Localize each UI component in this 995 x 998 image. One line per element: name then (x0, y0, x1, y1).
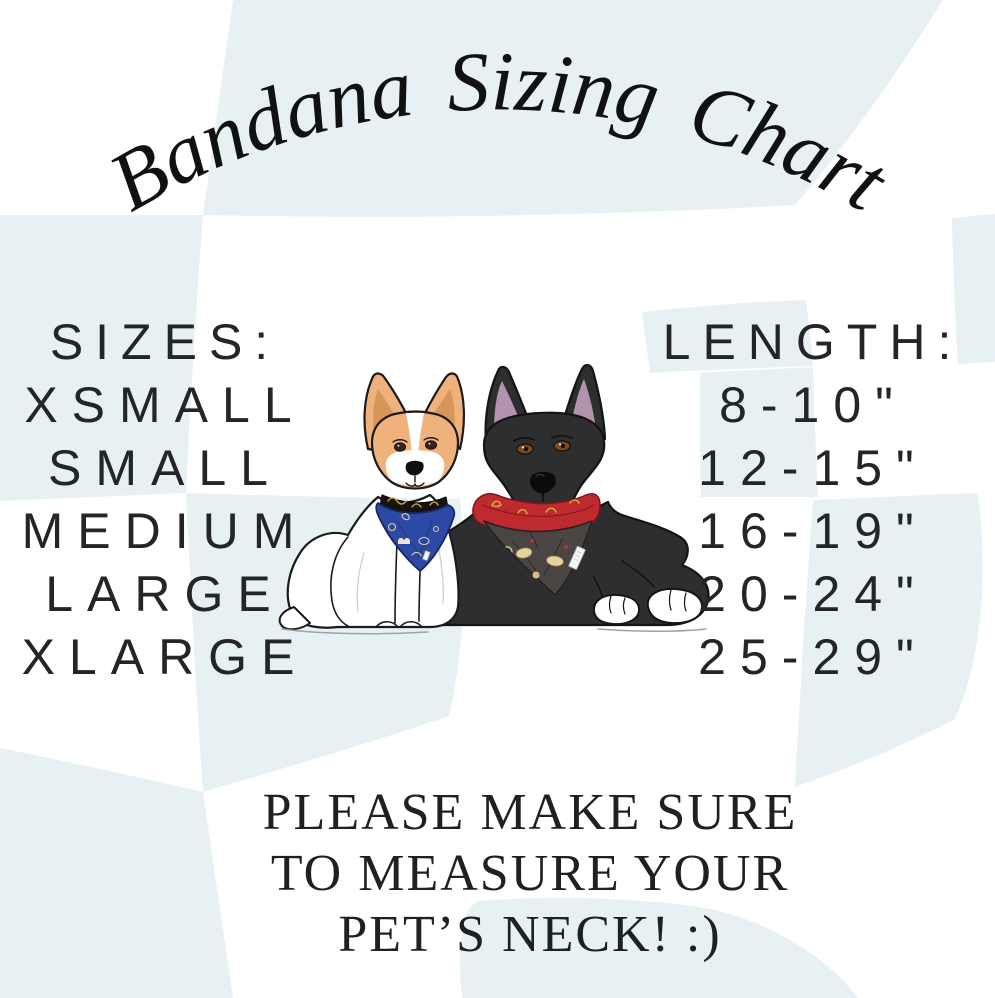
measure-note: PLEASE MAKE SURE TO MEASURE YOUR PET’S N… (180, 782, 880, 965)
size-label: LARGE (45, 566, 285, 622)
blue-bandana (375, 502, 456, 572)
ground-line (281, 628, 707, 635)
red-bandana (472, 493, 601, 596)
measure-note-line: PET’S NECK! :) (338, 906, 722, 963)
length-column: LENGTH: 8-10" 12-15" 16-19" 20-24" 25-29… (628, 311, 995, 689)
title-arc: Bandana Sizing Chart (95, 35, 904, 230)
length-value: 16-19" (698, 503, 928, 559)
length-value: 8-10" (719, 377, 907, 433)
sizes-header: SIZES: (49, 314, 281, 370)
dogs-illustration (278, 364, 710, 635)
size-label: SMALL (48, 440, 282, 496)
sizes-column: SIZES: XSMALL SMALL MEDIUM LARGE XLARGE (0, 311, 330, 689)
length-value: 20-24" (698, 566, 928, 622)
size-label: MEDIUM (21, 503, 309, 559)
length-value: 25-29" (698, 629, 928, 685)
size-label: XLARGE (21, 629, 309, 685)
bandana-tag (568, 545, 586, 570)
page-title: Bandana Sizing Chart (95, 35, 904, 230)
measure-note-line: TO MEASURE YOUR (270, 845, 790, 902)
size-label: XSMALL (24, 377, 306, 433)
length-value: 12-15" (698, 440, 928, 496)
corgi-illustration (278, 372, 466, 631)
svg-text:Bandana Sizing Chart: Bandana Sizing Chart (95, 35, 904, 230)
measure-note-line: PLEASE MAKE SURE (262, 784, 798, 841)
length-header: LENGTH: (662, 314, 964, 370)
